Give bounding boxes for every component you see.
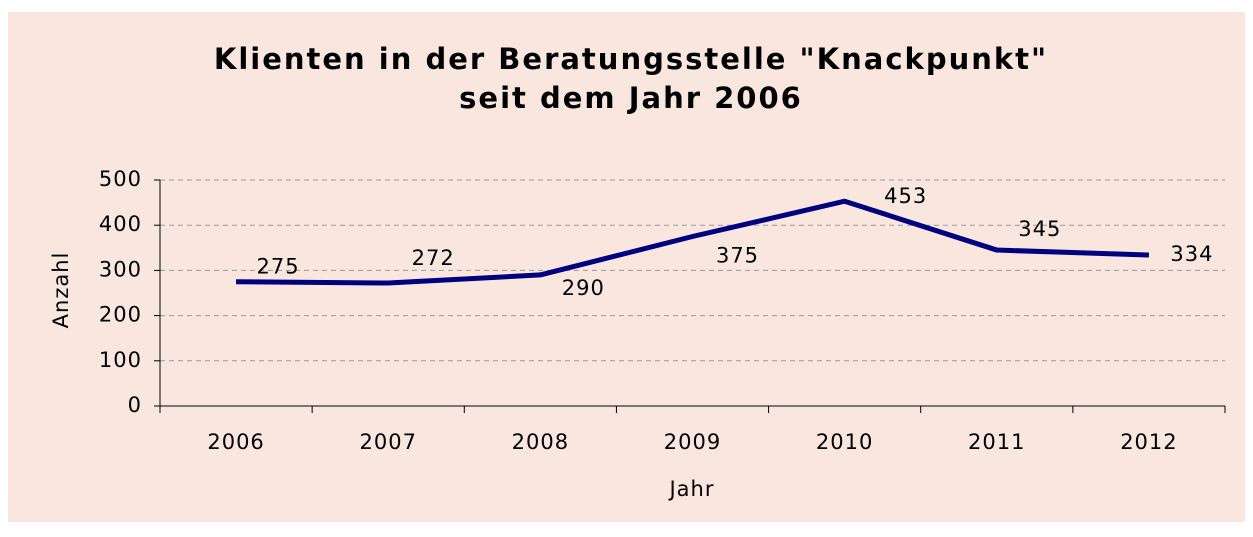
x-tick-label: 2007 [359,430,416,454]
chart-title: seit dem Jahr 2006 [459,81,803,115]
data-label: 334 [1170,242,1213,266]
data-label: 345 [1018,217,1061,241]
x-axis-label: Jahr [667,477,714,501]
x-tick-label: 2009 [664,430,721,454]
data-label: 453 [884,184,927,208]
y-tick-label: 400 [99,212,142,236]
data-label: 290 [562,276,605,300]
y-tick-label: 0 [128,393,142,417]
y-tick-label: 200 [99,303,142,327]
x-tick-label: 2011 [968,430,1025,454]
y-tick-label: 300 [99,257,142,281]
y-tick-label: 100 [99,348,142,372]
y-axis-label: Anzahl [49,252,73,329]
series-line [236,198,1150,286]
y-tick-label: 500 [99,167,142,191]
chart-title: Klienten in der Beratungsstelle "Knackpu… [214,42,1048,76]
data-label: 275 [257,255,300,279]
x-tick-label: 2006 [207,430,264,454]
x-tick-label: 2008 [512,430,569,454]
chart-background [8,12,1245,522]
x-tick-label: 2012 [1120,430,1177,454]
data-label: 375 [716,244,759,268]
data-label: 272 [412,246,455,270]
x-tick-label: 2010 [816,430,873,454]
